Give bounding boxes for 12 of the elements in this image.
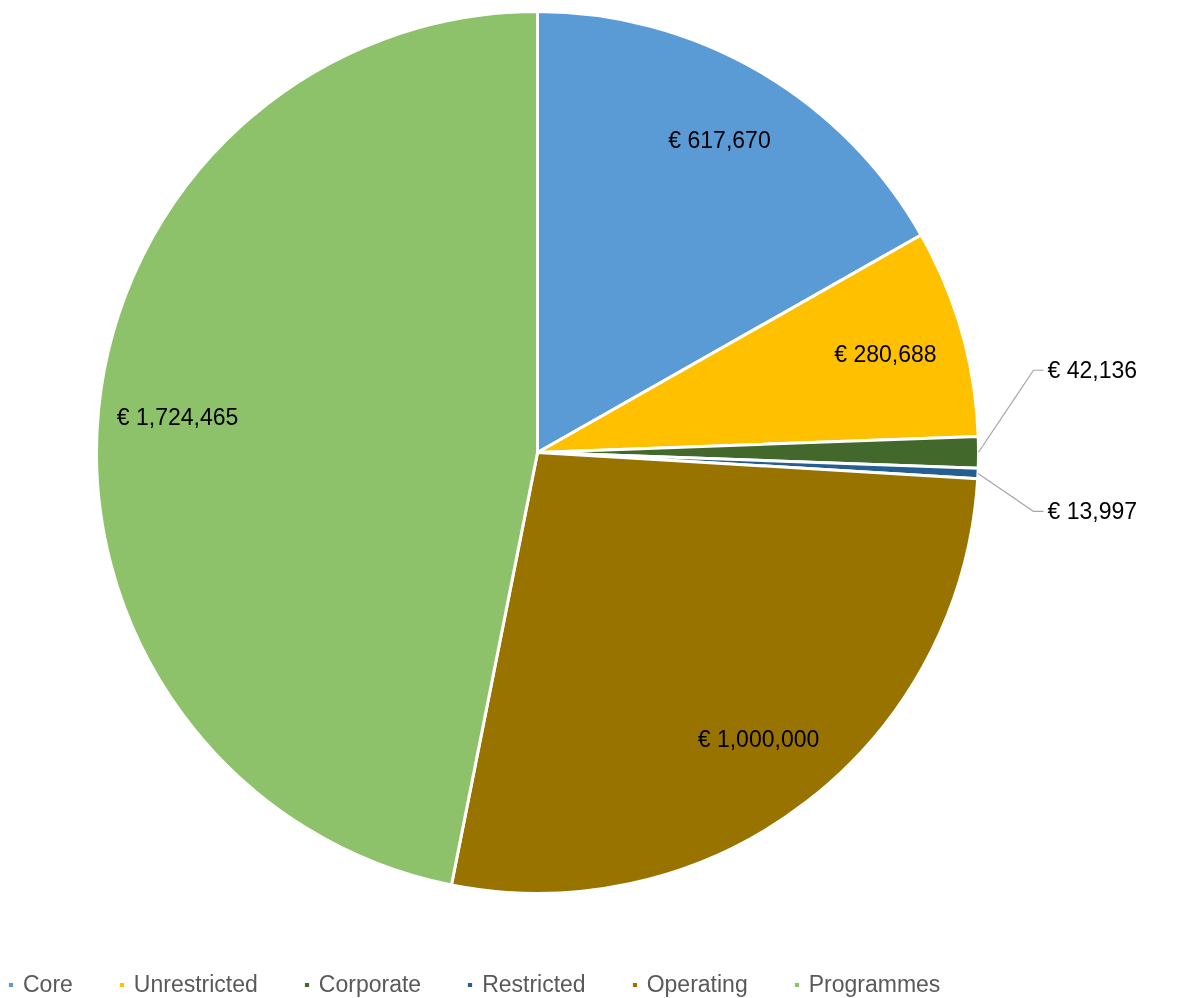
legend-label: Restricted: [482, 971, 586, 998]
legend-label: Unrestricted: [133, 971, 258, 998]
data-label: € 1,000,000: [697, 725, 820, 752]
data-label: € 13,997: [1047, 498, 1138, 525]
legend-label: Core: [23, 971, 73, 998]
data-label: € 42,136: [1047, 357, 1138, 384]
data-label: € 617,670: [668, 127, 771, 154]
legend-label: Programmes: [808, 971, 941, 998]
legend-label: Corporate: [318, 971, 422, 998]
legend-label: Operating: [646, 971, 748, 998]
data-label: € 1,724,465: [116, 404, 239, 431]
data-label: € 280,688: [834, 340, 937, 367]
